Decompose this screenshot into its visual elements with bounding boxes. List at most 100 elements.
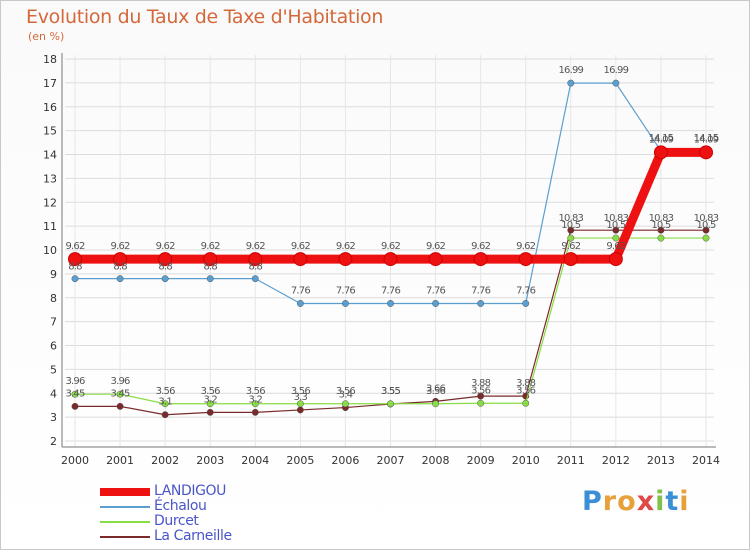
data-label: 10.83 bbox=[604, 213, 629, 224]
legend-label: LANDIGOU bbox=[154, 483, 226, 499]
data-point bbox=[161, 400, 169, 408]
data-point bbox=[432, 300, 440, 307]
data-point bbox=[567, 79, 575, 87]
data-point bbox=[657, 234, 665, 242]
data-point bbox=[71, 402, 79, 410]
data-point bbox=[612, 79, 620, 87]
data-point bbox=[702, 234, 710, 242]
legend-label: Échalou bbox=[154, 498, 207, 514]
data-label: 3.56 bbox=[291, 386, 311, 397]
data-label: 3.56 bbox=[336, 386, 356, 397]
data-label: 3.56 bbox=[516, 385, 536, 396]
y-tick-label: 12 bbox=[43, 196, 57, 209]
y-tick-label: 8 bbox=[50, 292, 57, 305]
data-label: 7.76 bbox=[471, 285, 491, 296]
data-point bbox=[158, 252, 173, 267]
data-label: 3.96 bbox=[111, 376, 131, 387]
data-point bbox=[161, 275, 169, 283]
data-point bbox=[477, 392, 485, 400]
x-tick-label: 2009 bbox=[467, 454, 495, 467]
logo-letter: t bbox=[665, 486, 680, 517]
legend-label: La Carneille bbox=[154, 528, 232, 544]
data-label: 9.62 bbox=[156, 241, 176, 252]
data-label: 3.2 bbox=[203, 394, 217, 405]
data-point bbox=[203, 252, 218, 267]
y-tick-label: 15 bbox=[43, 125, 57, 138]
data-label: 14.15 bbox=[694, 133, 719, 144]
data-point bbox=[206, 408, 214, 416]
data-point bbox=[71, 275, 79, 283]
x-tick-label: 2001 bbox=[106, 454, 134, 467]
proxiti-logo: Proxiti bbox=[582, 486, 690, 517]
y-tick-label: 2 bbox=[50, 435, 57, 448]
data-point bbox=[699, 145, 713, 160]
data-point bbox=[251, 400, 259, 408]
y-tick-label: 13 bbox=[43, 172, 57, 185]
y-tick-label: 14 bbox=[43, 149, 57, 162]
data-point bbox=[522, 399, 530, 407]
data-point bbox=[68, 252, 82, 267]
data-point bbox=[296, 300, 304, 307]
data-label: 9.62 bbox=[516, 241, 536, 252]
data-label: 14.09 bbox=[649, 134, 674, 145]
data-label: 10.5 bbox=[651, 220, 671, 231]
grid bbox=[65, 55, 714, 447]
data-label: 3.2 bbox=[249, 394, 263, 405]
legend-swatch bbox=[100, 536, 150, 538]
data-label: 10.83 bbox=[694, 213, 719, 224]
data-label: 7.76 bbox=[336, 285, 356, 296]
data-label: 16.99 bbox=[558, 65, 583, 76]
data-point bbox=[383, 252, 398, 267]
data-label: 9.62 bbox=[246, 241, 266, 252]
data-label: 3.56 bbox=[471, 385, 491, 396]
data-point bbox=[387, 400, 394, 408]
x-tick-label: 2013 bbox=[647, 454, 675, 467]
data-point bbox=[473, 252, 488, 267]
data-point bbox=[161, 411, 169, 419]
data-point bbox=[608, 252, 623, 267]
data-point bbox=[612, 234, 620, 242]
x-tick-label: 2003 bbox=[196, 454, 224, 467]
data-label: 10.83 bbox=[649, 213, 674, 224]
data-label: 3.96 bbox=[65, 376, 85, 387]
data-label: 9.62 bbox=[336, 241, 356, 252]
y-tick-label: 10 bbox=[43, 244, 57, 257]
data-label: 9.62 bbox=[471, 241, 491, 252]
y-tick-label: 6 bbox=[50, 340, 57, 353]
data-point bbox=[341, 300, 349, 307]
data-label: 9.62 bbox=[291, 241, 311, 252]
data-point bbox=[296, 406, 304, 414]
data-point bbox=[113, 252, 128, 267]
data-label: 8.8 bbox=[113, 262, 127, 273]
data-point bbox=[563, 252, 578, 267]
data-point bbox=[518, 252, 533, 267]
data-point bbox=[206, 400, 214, 408]
axes: 2 3 4 5 6 7 8 9 10 11 12 13 14 15 16 17 18 2000 2001 2002 20… bbox=[43, 53, 720, 467]
data-point bbox=[477, 300, 485, 307]
data-label: 3.55 bbox=[381, 386, 401, 397]
data-point bbox=[296, 400, 304, 408]
data-label: 8.8 bbox=[68, 262, 82, 273]
data-label: 3.1 bbox=[158, 397, 172, 408]
chart-subtitle: (en %) bbox=[28, 30, 65, 43]
series-group bbox=[68, 79, 713, 419]
data-point bbox=[567, 226, 575, 234]
data-label: 16.99 bbox=[604, 65, 629, 76]
data-point bbox=[251, 408, 259, 416]
y-tick-label: 4 bbox=[50, 387, 57, 400]
data-point bbox=[71, 390, 79, 398]
data-labels: 9.62 9.62 9.62 9.62 9.62 9.62 9.62 9.62 9.62 9.62… bbox=[65, 65, 719, 408]
data-label: 8.8 bbox=[249, 262, 263, 273]
data-label: 3.56 bbox=[426, 386, 446, 397]
data-point bbox=[248, 252, 263, 267]
data-point bbox=[387, 300, 394, 307]
data-point bbox=[612, 226, 620, 234]
x-tick-label: 2007 bbox=[377, 454, 405, 467]
data-label: 8.8 bbox=[158, 262, 172, 273]
data-label: 3.45 bbox=[111, 388, 131, 399]
legend-swatch bbox=[100, 506, 150, 508]
y-tick-label: 7 bbox=[50, 316, 57, 329]
data-point bbox=[432, 400, 440, 408]
data-point bbox=[702, 226, 710, 234]
